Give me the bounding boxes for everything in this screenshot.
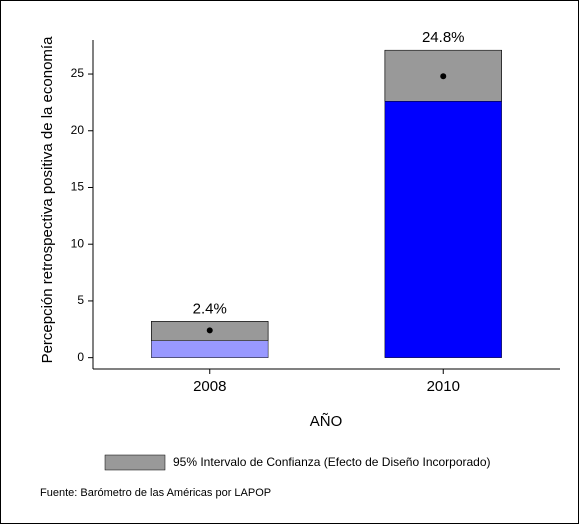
legend-label: 95% Intervalo de Confianza (Efecto de Di… [173, 455, 491, 469]
y-tick-label: 25 [71, 66, 85, 80]
y-tick-label: 5 [77, 293, 84, 307]
y-tick-label: 0 [77, 350, 84, 364]
y-tick-label: 10 [71, 236, 85, 250]
value-label: 2.4% [193, 300, 227, 317]
bar [384, 101, 502, 358]
y-axis-title: Percepción retrospectiva positiva de la … [39, 36, 56, 364]
source-note: Fuente: Barómetro de las Américas por LA… [40, 487, 271, 499]
value-label: 24.8% [422, 29, 465, 46]
y-tick-label: 15 [71, 180, 85, 194]
bar [151, 340, 269, 358]
legend-swatch [104, 454, 166, 471]
mean-point [440, 73, 447, 80]
x-tick-label: 2010 [427, 378, 460, 395]
mean-point [206, 327, 213, 334]
y-tick-label: 20 [71, 123, 85, 137]
bar-outline [151, 321, 269, 358]
x-tick-label: 2008 [193, 378, 226, 395]
x-axis-title: AÑO [310, 413, 343, 430]
bar-outline [384, 49, 502, 358]
